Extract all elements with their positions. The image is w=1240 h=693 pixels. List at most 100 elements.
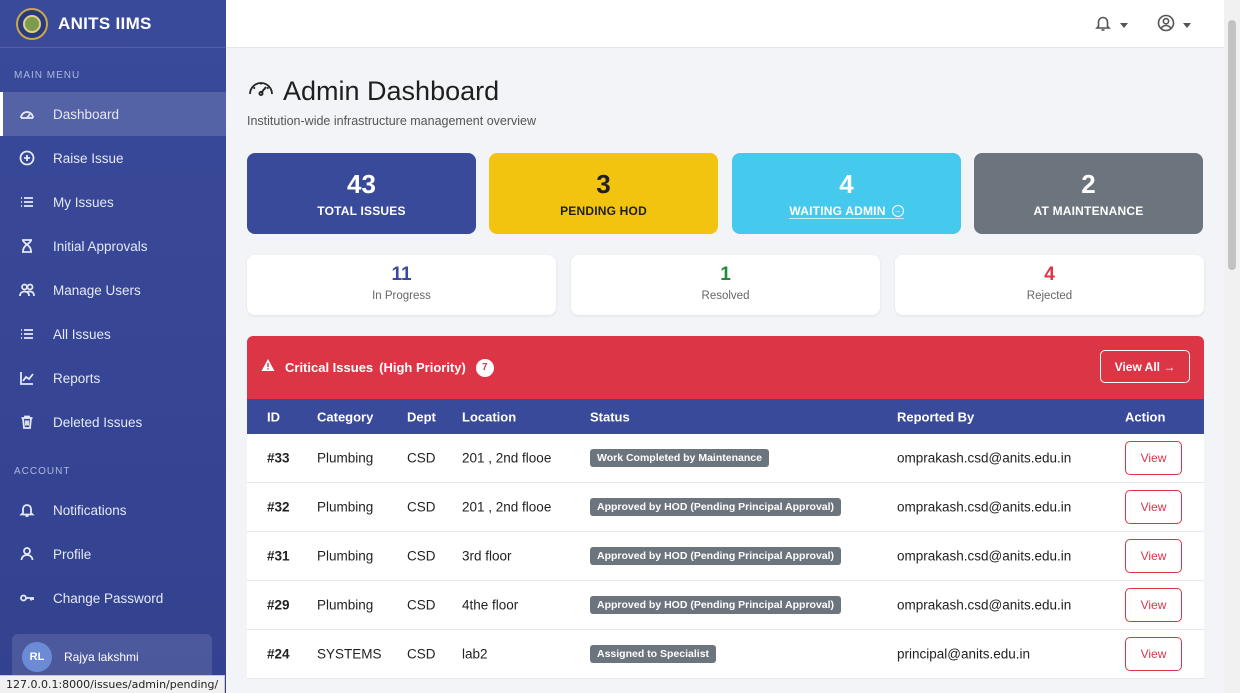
chart-line-icon [18, 369, 36, 387]
chevron-down-icon [1120, 23, 1128, 28]
stat-value: 43 [347, 169, 376, 199]
bell-icon [18, 501, 36, 519]
view-issue-button[interactable]: View [1125, 637, 1182, 671]
issue-category: Plumbing [317, 450, 374, 466]
waiting-admin-link[interactable]: WAITING ADMIN → [789, 204, 904, 219]
view-all-button[interactable]: View All → [1100, 350, 1190, 383]
trash-icon [18, 413, 36, 431]
critical-issues-header: Critical Issues (High Priority) 7 View A… [247, 336, 1204, 399]
mini-stat-label: Rejected [1026, 290, 1073, 302]
mini-stat-label: Resolved [701, 290, 750, 302]
mini-stat-value: 11 [391, 264, 412, 285]
col-header-status: Status [590, 409, 630, 424]
page-subtitle: Institution-wide infrastructure manageme… [247, 114, 537, 128]
table-row: #33 Plumbing CSD 201 , 2nd flooe Work Co… [247, 434, 1204, 483]
issue-location: lab2 [462, 646, 488, 662]
notifications-dropdown[interactable] [1094, 14, 1128, 37]
sidebar-item-reports[interactable]: Reports [0, 356, 226, 400]
sidebar-item-manage-users[interactable]: Manage Users [0, 268, 226, 312]
scrollbar[interactable] [1224, 0, 1240, 693]
view-issue-button[interactable]: View [1125, 441, 1182, 475]
college-logo [16, 7, 48, 40]
avatar: RL [22, 642, 52, 672]
issue-dept: CSD [407, 450, 436, 466]
main-menu-label: MAIN MENU [14, 70, 81, 81]
user-circle-icon [1157, 14, 1175, 37]
status-badge: Approved by HOD (Pending Principal Appro… [590, 596, 842, 614]
account-label: ACCOUNT [14, 466, 71, 477]
table-header: ID Category Dept Location Status Reporte… [247, 399, 1204, 434]
mini-stat-value: 4 [1044, 264, 1055, 285]
sidebar-item-raise-issue[interactable]: Raise Issue [0, 136, 226, 180]
user-card[interactable]: RL Rajya lakshmi [12, 634, 212, 680]
mini-stat-rejected: 4 Rejected [895, 255, 1204, 315]
sidebar-item-label: Notifications [53, 502, 127, 518]
scrollbar-thumb[interactable] [1228, 20, 1236, 270]
user-name: Rajya lakshmi [64, 650, 139, 664]
critical-issues-subtitle: (High Priority) [379, 360, 466, 375]
issue-reporter: omprakash.csd@anits.edu.in [897, 450, 1072, 466]
status-bar-url: 127.0.0.1:8000/issues/admin/pending/ [0, 675, 226, 693]
issue-reporter: omprakash.csd@anits.edu.in [897, 597, 1072, 613]
sidebar-item-initial-approvals[interactable]: Initial Approvals [0, 224, 226, 268]
stat-card-pending-hod[interactable]: 3 PENDING HOD [489, 153, 718, 234]
sidebar-item-change-password[interactable]: Change Password [0, 576, 226, 620]
arrow-circle-right-icon: → [891, 205, 904, 217]
col-header-category: Category [317, 409, 374, 424]
brand[interactable]: ANITS IIMS [0, 0, 226, 48]
user-menu-dropdown[interactable] [1157, 14, 1191, 37]
issue-id: #24 [267, 646, 290, 662]
table-row: #24 SYSTEMS CSD lab2 Assigned to Special… [247, 630, 1204, 679]
status-badge: Assigned to Specialist [590, 645, 717, 663]
hourglass-icon [18, 237, 36, 255]
list-icon [18, 193, 36, 211]
bell-icon [1094, 14, 1112, 37]
page-title-text: Admin Dashboard [283, 76, 500, 106]
table-row: #32 Plumbing CSD 201 , 2nd flooe Approve… [247, 483, 1204, 532]
sidebar: ANITS IIMS MAIN MENU Dashboard Raise Iss… [0, 0, 226, 693]
stat-card-total-issues[interactable]: 43 TOTAL ISSUES [247, 153, 476, 234]
view-issue-button[interactable]: View [1125, 539, 1182, 573]
topbar [226, 0, 1224, 48]
issue-location: 201 , 2nd flooe [462, 450, 552, 466]
issue-dept: CSD [407, 646, 436, 662]
table-row: #31 Plumbing CSD 3rd floor Approved by H… [247, 532, 1204, 581]
sidebar-item-label: Profile [53, 546, 92, 562]
sidebar-item-label: Deleted Issues [53, 414, 143, 430]
chevron-down-icon [1183, 23, 1191, 28]
stat-label: PENDING HOD [560, 204, 647, 218]
sidebar-item-notifications[interactable]: Notifications [0, 488, 226, 532]
view-issue-button[interactable]: View [1125, 490, 1182, 524]
col-header-reported-by: Reported By [897, 409, 975, 424]
critical-issues-table: ID Category Dept Location Status Reporte… [247, 399, 1204, 679]
warning-triangle-icon [261, 358, 285, 377]
critical-count-badge: 7 [475, 358, 494, 377]
status-badge: Work Completed by Maintenance [590, 449, 769, 467]
stat-card-waiting-admin[interactable]: 4 WAITING ADMIN → [732, 153, 961, 234]
sidebar-item-dashboard[interactable]: Dashboard [0, 92, 226, 136]
sidebar-item-label: My Issues [53, 194, 114, 210]
sidebar-item-all-issues[interactable]: All Issues [0, 312, 226, 356]
issue-dept: CSD [407, 499, 436, 515]
critical-issues-title: Critical Issues [285, 360, 374, 375]
issue-id: #33 [267, 450, 290, 466]
col-header-location: Location [462, 409, 517, 424]
sidebar-item-label: Initial Approvals [53, 238, 148, 254]
stat-card-at-maintenance[interactable]: 2 AT MAINTENANCE [974, 153, 1203, 234]
table-row: #29 Plumbing CSD 4the floor Approved by … [247, 581, 1204, 630]
issue-location: 3rd floor [462, 548, 512, 564]
sidebar-item-label: Reports [53, 370, 101, 386]
sidebar-item-my-issues[interactable]: My Issues [0, 180, 226, 224]
issue-category: SYSTEMS [317, 646, 382, 662]
sidebar-item-deleted-issues[interactable]: Deleted Issues [0, 400, 226, 444]
list-icon [18, 325, 36, 343]
issue-id: #29 [267, 597, 290, 613]
stat-value: 2 [1081, 169, 1096, 199]
view-issue-button[interactable]: View [1125, 588, 1182, 622]
issue-category: Plumbing [317, 499, 374, 515]
plus-circle-icon [18, 149, 36, 167]
sidebar-item-label: Change Password [53, 590, 164, 606]
issue-reporter: omprakash.csd@anits.edu.in [897, 548, 1072, 564]
sidebar-item-profile[interactable]: Profile [0, 532, 226, 576]
issue-id: #31 [267, 548, 290, 564]
